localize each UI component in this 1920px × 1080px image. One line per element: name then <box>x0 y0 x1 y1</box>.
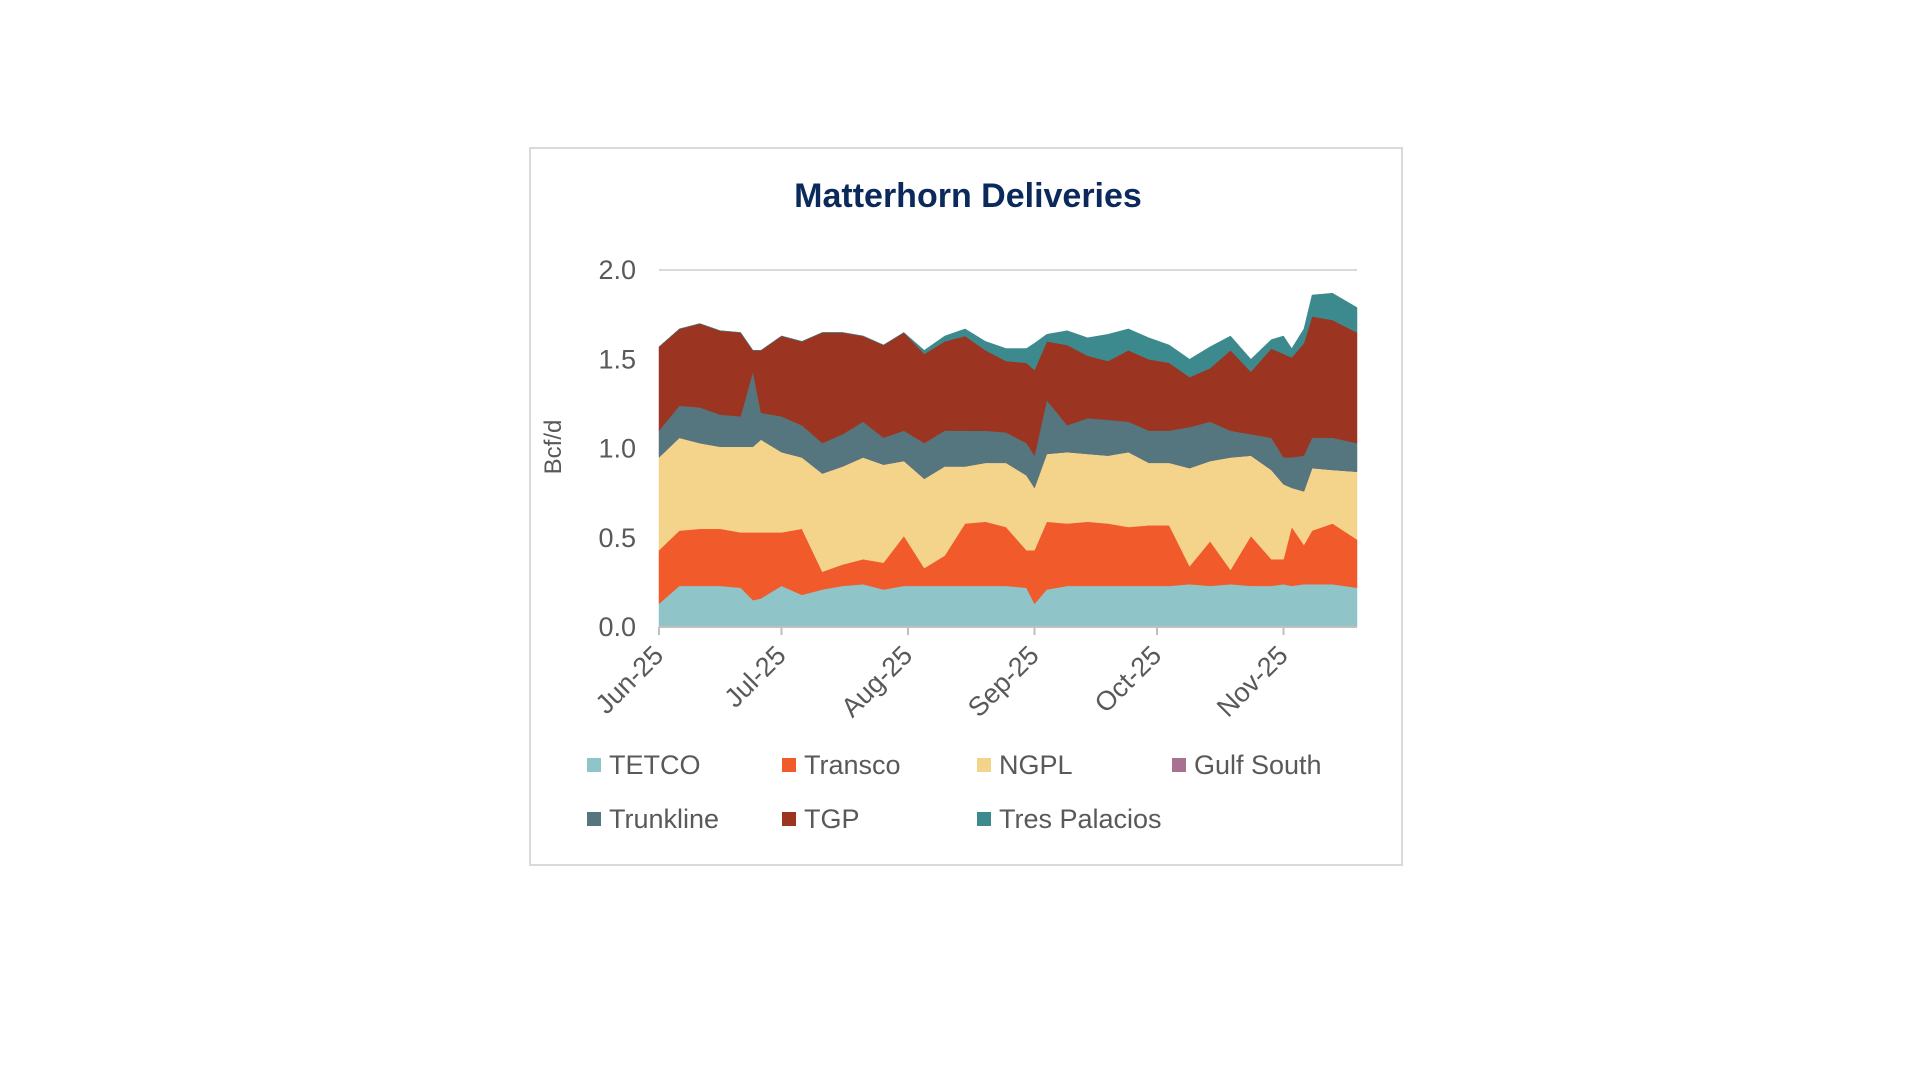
legend: TETCO Transco NGPL Gulf South Trunkline TGP Tr… <box>587 750 1322 834</box>
x-tick-label: Jun-25 <box>590 640 670 720</box>
x-axis: Jun-25 Jul-25 Aug-25 Sep-25 Oct-25 Nov-25 <box>590 626 1357 723</box>
legend-label: Tres Palacios <box>999 804 1162 834</box>
legend-swatch <box>587 812 601 826</box>
area-tres-palacios <box>658 292 1358 378</box>
y-tick-label: 1.0 <box>598 434 636 464</box>
chart-title: Matterhorn Deliveries <box>794 177 1142 215</box>
y-tick-label: 1.5 <box>598 344 636 374</box>
legend-swatch <box>1172 758 1186 772</box>
legend-label: TGP <box>804 804 860 834</box>
legend-label: Gulf South <box>1194 750 1322 780</box>
legend-swatch <box>782 812 796 826</box>
legend-label: TETCO <box>609 750 701 780</box>
legend-swatch <box>587 758 601 772</box>
legend-swatch <box>977 758 991 772</box>
x-tick-label: Sep-25 <box>962 640 1045 723</box>
x-tick-label: Aug-25 <box>835 640 918 723</box>
y-tick-label: 0.0 <box>598 612 636 642</box>
legend-swatch <box>977 812 991 826</box>
x-tick-label: Nov-25 <box>1211 640 1294 723</box>
y-tick-label: 2.0 <box>598 255 636 285</box>
y-axis-title: Bcf/d <box>540 420 567 475</box>
x-tick-label: Jul-25 <box>718 640 791 713</box>
y-tick-label: 0.5 <box>598 523 636 553</box>
legend-swatch <box>782 758 796 772</box>
chart-frame: Matterhorn Deliveries Bcf/d 0.0 0.5 1.0 1.5… <box>529 147 1403 866</box>
y-axis: 0.0 0.5 1.0 1.5 2.0 <box>598 255 1357 642</box>
legend-label: Trunkline <box>609 804 719 834</box>
legend-label: Transco <box>804 750 901 780</box>
x-tick-label: Oct-25 <box>1089 640 1168 719</box>
plot-area <box>658 292 1358 628</box>
legend-label: NGPL <box>999 750 1073 780</box>
chart-canvas: Matterhorn Deliveries Bcf/d 0.0 0.5 1.0 1.5… <box>540 177 1358 834</box>
